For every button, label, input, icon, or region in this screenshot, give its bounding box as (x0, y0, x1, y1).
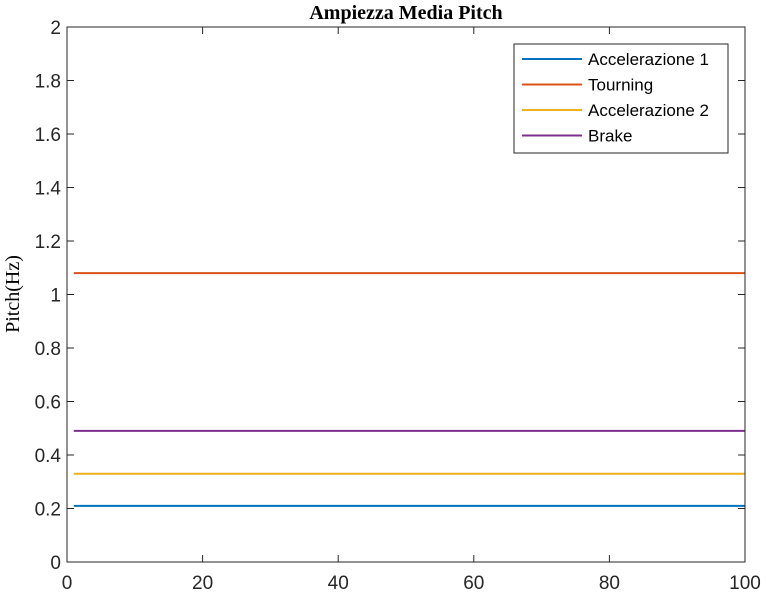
y-tick-label: 1.6 (35, 125, 61, 146)
legend-label-3: Accelerazione 2 (588, 101, 709, 120)
x-tick-label: 60 (463, 573, 484, 594)
x-tick-label: 0 (62, 573, 73, 594)
y-tick-label: 1.4 (35, 179, 62, 200)
x-tick-label: 100 (729, 573, 761, 594)
y-tick-label: 0.4 (35, 446, 62, 467)
y-tick-label: 0.8 (35, 339, 61, 360)
y-tick-label: 0 (50, 553, 61, 574)
x-tick-label: 80 (599, 573, 620, 594)
legend-label-2: Tourning (588, 76, 653, 95)
legend-label-1: Accelerazione 1 (588, 50, 709, 69)
y-tick-label: 0.2 (35, 500, 61, 521)
legend: Accelerazione 1 Tourning Accelerazione 2 Br… (513, 43, 729, 154)
y-tick-label: 2 (50, 18, 61, 39)
y-tick-label: 1 (50, 286, 61, 307)
x-tick-label: 20 (192, 573, 213, 594)
y-tick-label: 0.6 (35, 393, 61, 414)
chart-title: Ampiezza Media Pitch (309, 2, 502, 24)
y-tick-label: 1.8 (35, 72, 61, 93)
y-tick-label: 1.2 (35, 232, 61, 253)
x-tick-label: 40 (328, 573, 349, 594)
y-axis-label: Pitch(Hz) (2, 255, 24, 333)
legend-label-4: Brake (588, 127, 632, 146)
